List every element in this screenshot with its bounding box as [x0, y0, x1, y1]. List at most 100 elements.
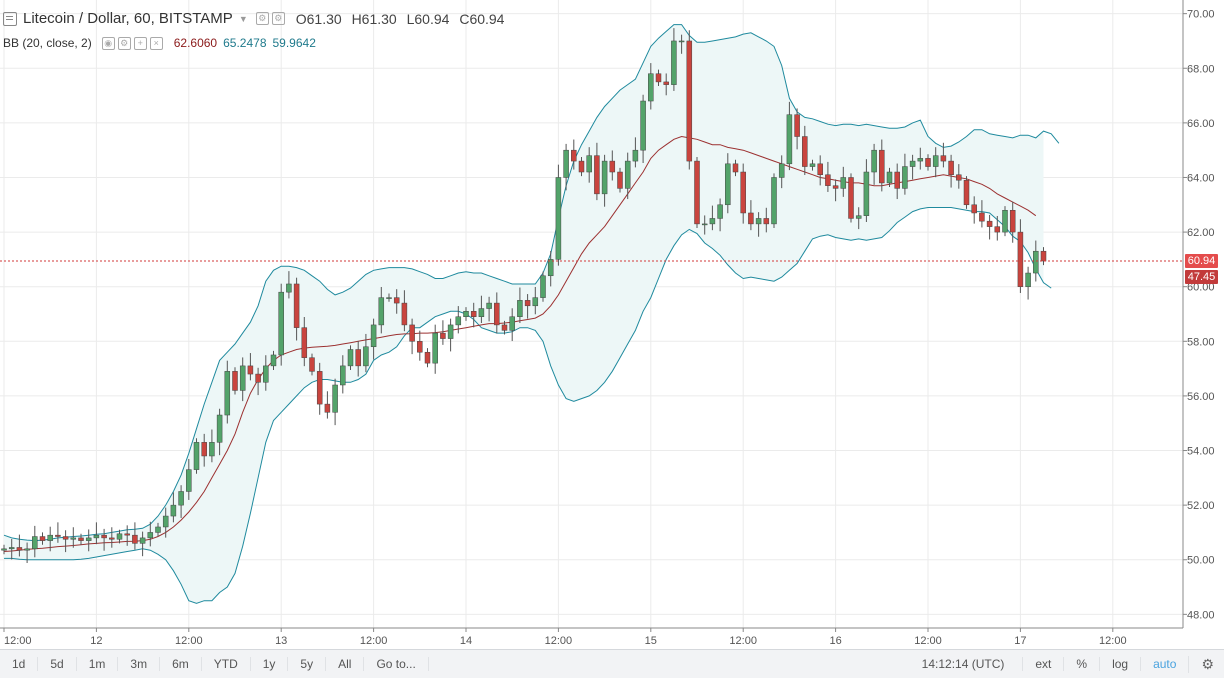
timeframe-5d[interactable]: 5d	[38, 657, 77, 671]
candle-body	[655, 73, 662, 83]
timeframe-1d[interactable]: 1d	[0, 657, 39, 671]
candle-body	[755, 218, 762, 225]
x-tick-label: 12:00	[729, 635, 757, 647]
candle-body	[324, 403, 331, 413]
indicator-row: BB (20, close, 2) ◉ ⚙ + × 62.6060 65.247…	[3, 36, 316, 50]
candle-body	[440, 332, 446, 339]
candle-body	[263, 365, 269, 383]
candle-body	[216, 414, 223, 443]
candle-body	[925, 158, 931, 167]
percent-toggle[interactable]: %	[1063, 657, 1099, 671]
candle-body	[825, 174, 831, 186]
add-icon[interactable]: +	[133, 36, 147, 50]
candle-body	[255, 373, 261, 383]
candle-body	[478, 308, 485, 317]
candle-body	[902, 166, 908, 189]
candle-body	[370, 324, 377, 348]
candle-body	[617, 171, 623, 189]
candle-body	[401, 302, 408, 326]
candle-body	[62, 536, 69, 540]
x-tick-label: 16	[829, 635, 841, 647]
candle-body	[994, 226, 1001, 233]
indicator-name[interactable]: BB (20, close, 2)	[3, 36, 92, 50]
bb-lower-value: 59.9642	[272, 36, 316, 50]
candle-body	[609, 160, 616, 173]
settings-icon[interactable]: ⚙	[255, 12, 269, 25]
candle-body	[124, 533, 130, 536]
log-toggle[interactable]: log	[1099, 657, 1140, 671]
ext-toggle[interactable]: ext	[1022, 657, 1063, 671]
chevron-down-icon[interactable]: ▼	[238, 13, 248, 24]
gear-icon[interactable]: ⚙	[271, 12, 285, 25]
auto-toggle[interactable]: auto	[1140, 657, 1188, 671]
x-tick-label: 12:00	[1099, 635, 1127, 647]
timeframe-3m[interactable]: 3m	[118, 657, 161, 671]
candle-body	[648, 73, 654, 102]
candle-body	[293, 283, 300, 328]
candle-body	[1025, 272, 1031, 287]
symbol-title[interactable]: Litecoin / Dollar, 60, BITSTAMP	[23, 10, 233, 27]
candle-body	[909, 160, 916, 167]
candle-body	[986, 220, 993, 227]
candle-body	[224, 371, 231, 416]
close-value: C60.94	[459, 10, 505, 27]
candle-body	[139, 537, 146, 544]
candle-body	[239, 365, 246, 391]
candle-body	[640, 100, 646, 151]
candle-body	[517, 300, 523, 317]
candle-body	[671, 40, 677, 85]
candle-body	[55, 534, 61, 537]
high-value: H61.30	[351, 10, 397, 27]
timeframe-1y[interactable]: 1y	[251, 657, 289, 671]
candle-body	[78, 537, 84, 541]
price-chart[interactable]: 48.00 50.00 52.00 54.00 56.00 58.00 60.00 62.00…	[0, 0, 1224, 649]
timeframe-all[interactable]: All	[326, 657, 365, 671]
goto-date-button[interactable]: Go to...	[364, 657, 429, 671]
eye-icon[interactable]: ◉	[101, 36, 115, 50]
timeframe-5y[interactable]: 5y	[288, 657, 327, 671]
candle-body	[316, 371, 323, 405]
candle-body	[886, 171, 893, 184]
candle-body	[109, 537, 115, 540]
y-tick-label: 48.00	[1187, 609, 1215, 621]
candle-body	[917, 158, 924, 162]
candle-body	[340, 365, 346, 386]
symbol-menu-icon[interactable]	[3, 11, 17, 26]
x-tick-label: 12:00	[360, 635, 388, 647]
bb-upper-line	[3, 24, 1060, 542]
y-tick-label: 70.00	[1187, 9, 1215, 21]
close-icon[interactable]: ×	[149, 36, 163, 50]
ohlc-values: O61.30 H61.30 L60.94 C60.94	[296, 11, 511, 27]
timeframe-ytd[interactable]: YTD	[202, 657, 251, 671]
indicator-settings-icon[interactable]: ⚙	[117, 36, 131, 50]
candle-body	[678, 40, 685, 43]
timeframe-1m[interactable]: 1m	[77, 657, 119, 671]
candle-body	[732, 163, 739, 173]
candle-body	[863, 171, 870, 216]
candle-body	[894, 171, 900, 189]
candle-body	[170, 504, 177, 517]
candle-body	[286, 283, 292, 293]
candle-body	[809, 163, 816, 167]
countdown-price-tag: 47.45	[1185, 270, 1218, 285]
candle-body	[694, 160, 700, 225]
timeframe-6m[interactable]: 6m	[160, 657, 202, 671]
y-tick-label: 62.00	[1187, 227, 1215, 239]
candle-body	[540, 275, 546, 298]
gear-icon[interactable]: ⚙	[1188, 655, 1224, 673]
candle-body	[347, 349, 354, 367]
candle-body	[1, 548, 7, 551]
utc-clock[interactable]: 14:12:14 (UTC)	[921, 657, 1005, 671]
y-tick-label: 60.00	[1187, 282, 1215, 294]
candle-body	[709, 218, 716, 225]
candle-body	[686, 40, 693, 162]
candle-body	[455, 316, 462, 326]
x-tick-label: 12:00	[4, 635, 32, 647]
x-tick-label: 14	[460, 635, 472, 647]
candle-body	[363, 346, 369, 367]
x-tick-label: 12	[90, 635, 102, 647]
candle-body	[563, 149, 569, 178]
y-tick-label: 54.00	[1187, 446, 1215, 458]
y-tick-label: 64.00	[1187, 172, 1215, 184]
candle-body	[786, 114, 793, 165]
